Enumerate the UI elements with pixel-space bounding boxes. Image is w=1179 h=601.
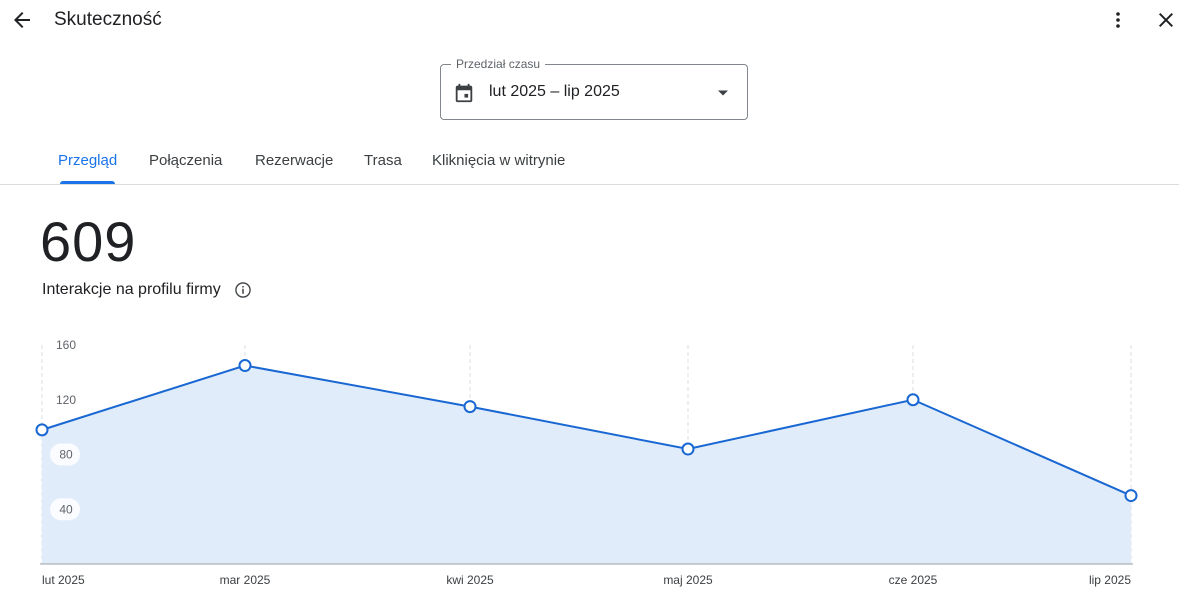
y-tick: 160: [50, 334, 80, 356]
x-tick-label: cze 2025: [889, 573, 938, 587]
back-button[interactable]: [8, 6, 36, 34]
series-line: [41, 364, 1132, 497]
close-icon: [1159, 13, 1173, 27]
interactions-chart: 160 120 80 40 lut 2025 mar 2025 kwi 2025 maj 20…: [0, 330, 1179, 601]
tab-bar: Przegląd Połączenia Rezerwacje Trasa Kli…: [0, 140, 1179, 185]
top-bar: Skuteczność: [0, 0, 1179, 40]
chart-svg: 160 120 80 40 lut 2025 mar 2025 kwi 2025 maj 20…: [35, 334, 1138, 587]
info-icon[interactable]: [233, 280, 253, 300]
y-tick-bg: [50, 443, 80, 466]
y-tick-bg: [50, 498, 80, 521]
more-vert-icon: [1116, 12, 1120, 28]
calendar-icon: [455, 83, 473, 103]
active-tab-indicator: [60, 181, 115, 184]
tab-overview[interactable]: Przegląd: [58, 152, 118, 169]
data-point[interactable]: [35, 423, 49, 437]
more-options-button[interactable]: [1104, 6, 1132, 34]
page-title: Skuteczność: [54, 9, 162, 30]
x-tick-label: maj 2025: [663, 573, 713, 587]
tab-bookings[interactable]: Rezerwacje: [255, 152, 334, 169]
y-tick-bg: [50, 334, 80, 356]
y-tick-label: 160: [56, 338, 76, 352]
series-area: [42, 365, 1131, 564]
y-tick-bg: [50, 388, 80, 411]
interactions-label: Interakcje na profilu firmy: [42, 281, 221, 298]
y-tick: 40: [50, 498, 80, 521]
date-range-legend: Przedział czasu: [451, 57, 546, 71]
x-tick-label: lip 2025: [1089, 573, 1131, 587]
data-point[interactable]: [463, 400, 477, 414]
y-tick-label: 80: [59, 448, 73, 462]
arrow-back-icon: [14, 12, 30, 28]
data-point[interactable]: [906, 393, 920, 407]
data-point[interactable]: [1124, 489, 1138, 503]
data-point[interactable]: [238, 359, 252, 373]
x-tick-label: lut 2025: [42, 573, 85, 587]
x-tick-label: kwi 2025: [446, 573, 494, 587]
data-point[interactable]: [681, 442, 695, 456]
y-tick: 120: [50, 388, 80, 411]
y-tick: 80: [50, 443, 80, 466]
y-tick-label: 40: [59, 502, 73, 516]
x-tick-label: mar 2025: [220, 573, 271, 587]
tab-website-clicks[interactable]: Kliknięcia w witrynie: [432, 152, 566, 169]
date-range-select[interactable]: Przedział czasu lut 2025 – lip 2025: [440, 57, 748, 120]
dropdown-arrow-icon: [718, 90, 728, 96]
date-range-value: lut 2025 – lip 2025: [489, 83, 620, 100]
tab-directions[interactable]: Trasa: [364, 152, 402, 169]
tab-calls[interactable]: Połączenia: [149, 152, 223, 169]
interactions-total: 609: [40, 210, 137, 273]
y-tick-label: 120: [56, 393, 76, 407]
close-button[interactable]: [1152, 6, 1179, 34]
